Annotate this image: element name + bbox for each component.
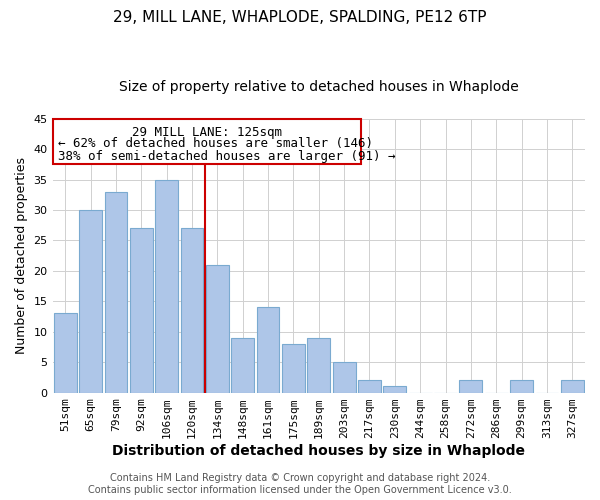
Bar xyxy=(257,308,280,392)
Text: 38% of semi-detached houses are larger (91) →: 38% of semi-detached houses are larger (… xyxy=(58,150,395,164)
Bar xyxy=(510,380,533,392)
Bar xyxy=(358,380,381,392)
Bar xyxy=(561,380,584,392)
Bar xyxy=(104,192,127,392)
Text: 29 MILL LANE: 125sqm: 29 MILL LANE: 125sqm xyxy=(132,126,282,138)
Bar xyxy=(231,338,254,392)
X-axis label: Distribution of detached houses by size in Whaplode: Distribution of detached houses by size … xyxy=(112,444,525,458)
Text: 29, MILL LANE, WHAPLODE, SPALDING, PE12 6TP: 29, MILL LANE, WHAPLODE, SPALDING, PE12 … xyxy=(113,10,487,25)
Bar xyxy=(181,228,203,392)
Bar xyxy=(383,386,406,392)
FancyBboxPatch shape xyxy=(53,119,361,164)
Bar xyxy=(333,362,356,392)
Bar xyxy=(206,265,229,392)
Bar xyxy=(155,180,178,392)
Bar xyxy=(130,228,152,392)
Title: Size of property relative to detached houses in Whaplode: Size of property relative to detached ho… xyxy=(119,80,518,94)
Y-axis label: Number of detached properties: Number of detached properties xyxy=(15,157,28,354)
Text: ← 62% of detached houses are smaller (146): ← 62% of detached houses are smaller (14… xyxy=(58,136,373,149)
Bar xyxy=(79,210,102,392)
Text: Contains HM Land Registry data © Crown copyright and database right 2024.
Contai: Contains HM Land Registry data © Crown c… xyxy=(88,474,512,495)
Bar xyxy=(282,344,305,393)
Bar xyxy=(54,314,77,392)
Bar xyxy=(307,338,330,392)
Bar xyxy=(460,380,482,392)
